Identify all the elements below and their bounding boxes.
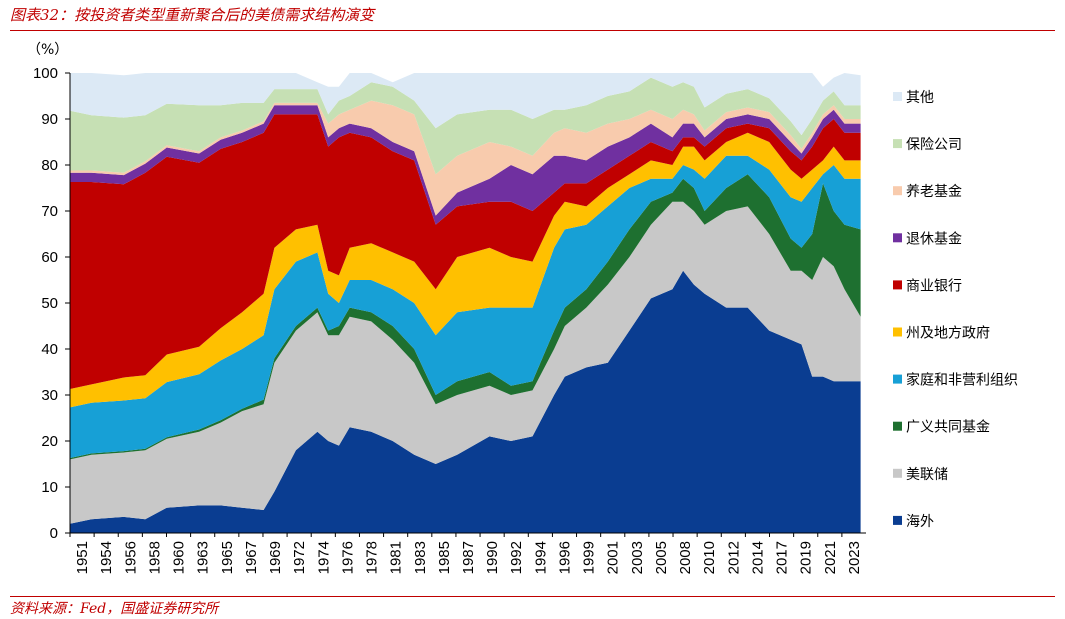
x-tick-label: 2017 xyxy=(774,541,791,574)
x-tick-label: 1951 xyxy=(74,541,91,574)
x-tick-label: 1999 xyxy=(581,541,598,574)
area-series-0 xyxy=(70,270,861,533)
y-tick-label: 80 xyxy=(41,157,58,174)
legend-label: 海外 xyxy=(906,514,934,530)
x-tick-label: 2010 xyxy=(701,541,718,574)
legend-swatch xyxy=(893,421,902,431)
legend-label: 保险公司 xyxy=(906,137,962,153)
area-series-5 xyxy=(70,114,861,390)
x-tick-label: 2021 xyxy=(822,541,839,574)
x-tick-label: 1956 xyxy=(122,541,139,574)
y-tick-label: 60 xyxy=(41,249,58,266)
y-tick-label: 30 xyxy=(41,387,58,404)
x-tick-label: 1996 xyxy=(557,541,574,574)
x-tick-label: 1960 xyxy=(171,541,188,574)
legend-label: 广义共同基金 xyxy=(906,419,990,436)
legend-swatch xyxy=(893,280,902,290)
x-tick-label: 1963 xyxy=(195,541,212,574)
legend-label: 家庭和非营利组织 xyxy=(906,372,1018,389)
x-tick-label: 2001 xyxy=(605,541,622,574)
x-tick-label: 1981 xyxy=(388,541,405,574)
source-rule xyxy=(10,596,1055,597)
area-series-7 xyxy=(70,100,861,216)
axes-group: 0 10 20 30 40 50 60 70 80 90 100 1951 1954 1956 1958 19… xyxy=(33,65,866,574)
legend-label: 退休基金 xyxy=(906,230,962,247)
y-tick-label: 100 xyxy=(33,65,58,82)
legend-swatch xyxy=(893,186,902,196)
legend-label: 州及地方政府 xyxy=(906,326,990,342)
x-tick-label: 1965 xyxy=(219,541,236,574)
legend-label: 养老基金 xyxy=(906,183,962,200)
x-tick-label: 1958 xyxy=(146,541,163,574)
x-tick-label: 1983 xyxy=(412,541,429,574)
x-tick-label: 1990 xyxy=(484,541,501,574)
area-series-3 xyxy=(70,155,861,459)
legend-swatch xyxy=(893,92,902,101)
y-tick-label: 10 xyxy=(41,479,58,496)
x-tick-label: 2005 xyxy=(653,541,670,574)
legend-swatch xyxy=(893,327,902,337)
area-series-2 xyxy=(70,174,861,460)
x-tick-label: 1985 xyxy=(436,541,453,574)
legend-label: 其他 xyxy=(906,90,934,106)
legend-swatch xyxy=(893,468,902,478)
x-tick-label: 1972 xyxy=(291,541,308,574)
x-tick-label: 1987 xyxy=(460,541,477,574)
y-tick-label: 40 xyxy=(41,341,58,358)
x-tick-label: 2019 xyxy=(798,541,815,574)
legend-swatch xyxy=(893,374,902,384)
legend-swatch xyxy=(893,515,902,525)
x-tick-label: 2008 xyxy=(677,541,694,574)
x-tick-label: 1954 xyxy=(98,541,115,574)
x-tick-label: 2023 xyxy=(846,541,863,574)
y-tick-label: 90 xyxy=(41,111,58,128)
source-note: 资料来源：Fed，国盛证券研究所 xyxy=(10,601,219,617)
y-tick-label: 70 xyxy=(41,203,58,220)
y-tick-label: 50 xyxy=(41,295,58,312)
x-tick-label: 1974 xyxy=(315,541,332,574)
legend-swatch xyxy=(893,233,902,243)
x-tick-label: 1967 xyxy=(243,541,260,574)
x-tick-label: 1994 xyxy=(532,541,549,574)
area-series-group xyxy=(70,73,861,533)
y-axis-unit: （%） xyxy=(27,42,68,58)
x-tick-label: 2012 xyxy=(725,541,742,574)
area-series-8 xyxy=(70,77,861,175)
title-rule xyxy=(10,30,1055,31)
x-tick-label: 1976 xyxy=(339,541,356,574)
legend-label: 商业银行 xyxy=(906,278,962,294)
legend-label: 美联储 xyxy=(906,467,948,483)
y-tick-label: 0 xyxy=(50,525,58,542)
area-series-9 xyxy=(70,73,861,136)
y-tick-label: 20 xyxy=(41,433,58,450)
area-series-1 xyxy=(70,201,861,524)
figure-title: 图表32：按投资者类型重新聚合后的美债需求结构演变 xyxy=(10,6,375,24)
legend: 其他保险公司养老基金退休基金商业银行州及地方政府家庭和非营利组织广义共同基金美联… xyxy=(893,90,1018,530)
x-tick-label: 2003 xyxy=(629,541,646,574)
x-tick-label: 1992 xyxy=(508,541,525,574)
x-tick-label: 1969 xyxy=(267,541,284,574)
x-tick-label: 2014 xyxy=(750,541,767,574)
area-series-4 xyxy=(70,132,861,408)
x-tick-label: 1978 xyxy=(364,541,381,574)
area-series-6 xyxy=(70,105,861,225)
legend-swatch xyxy=(893,139,902,149)
